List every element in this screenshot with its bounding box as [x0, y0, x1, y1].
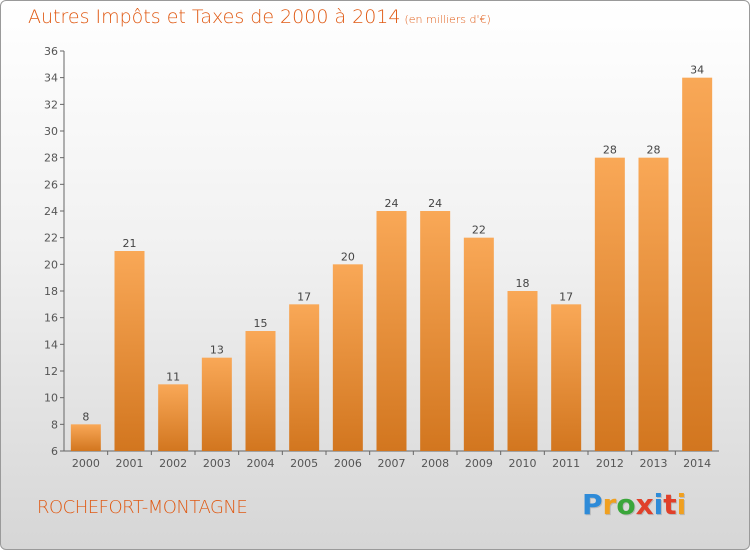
y-tick-label: 14 [44, 338, 58, 351]
bars-layer [70, 77, 713, 452]
y-tick-label: 10 [44, 392, 58, 405]
bar [158, 384, 189, 451]
bar [114, 251, 145, 451]
data-label: 22 [472, 224, 486, 237]
data-label: 21 [123, 237, 137, 250]
bar [420, 211, 451, 451]
y-tick-label: 16 [44, 312, 58, 325]
logo-letter: P [582, 488, 603, 521]
data-label: 24 [385, 197, 399, 210]
x-tick-label: 2002 [159, 457, 187, 470]
logo-letter: i [653, 488, 664, 521]
chart-title-text: Autres Impôts et Taxes de 2000 à 2014 [28, 6, 401, 28]
x-tick-label: 2004 [247, 457, 275, 470]
bar [245, 331, 276, 451]
x-axis: 2000 2001 2002 2003 2004 2005 2006 2007 2008 2009… [64, 450, 719, 470]
data-label: 15 [254, 317, 268, 330]
bar [551, 304, 582, 451]
bar [201, 357, 232, 451]
x-tick-label: 2003 [203, 457, 231, 470]
y-tick-label: 36 [44, 45, 58, 58]
chart-title: Autres Impôts et Taxes de 2000 à 2014 (en… [28, 6, 491, 28]
data-label: 17 [559, 290, 573, 303]
bar [638, 157, 669, 451]
x-tick-label: 2010 [509, 457, 537, 470]
y-tick-label: 32 [44, 98, 58, 111]
y-tick-label: 18 [44, 285, 58, 298]
data-label: 8 [82, 410, 89, 423]
y-tick-label: 34 [44, 72, 58, 85]
y-tick-label: 24 [44, 205, 58, 218]
data-label: 13 [210, 344, 224, 357]
data-labels-layer: 8 21 11 13 15 17 20 24 24 22 18 17 28 28 34 [82, 64, 704, 424]
data-label: 20 [341, 250, 355, 263]
x-tick-label: 2000 [72, 457, 100, 470]
x-tick-label: 2011 [552, 457, 580, 470]
x-tick-label: 2009 [465, 457, 493, 470]
y-tick-label: 26 [44, 178, 58, 191]
data-label: 11 [166, 370, 180, 383]
y-tick-label: 8 [51, 418, 58, 431]
y-tick-label: 6 [51, 445, 58, 458]
logo-letter: t [663, 488, 677, 521]
data-label: 34 [690, 64, 704, 77]
data-label: 18 [516, 277, 530, 290]
bar [376, 211, 407, 451]
bar [332, 264, 363, 451]
data-label: 24 [428, 197, 442, 210]
logo-letter: i [676, 488, 687, 521]
bar [682, 77, 713, 452]
bar [507, 291, 538, 451]
y-tick-label: 12 [44, 365, 58, 378]
x-tick-label: 2014 [683, 457, 711, 470]
logo-letter: x [635, 488, 654, 521]
y-axis: 6 8 10 12 14 16 18 20 22 24 26 28 30 32 34 36 [44, 45, 65, 458]
x-tick-label: 2012 [596, 457, 624, 470]
proxiti-logo[interactable]: Proxiti [582, 488, 686, 521]
bar [289, 304, 320, 451]
x-tick-label: 2013 [640, 457, 668, 470]
logo-letter: r [602, 488, 617, 521]
y-tick-label: 22 [44, 232, 58, 245]
data-label: 17 [297, 290, 311, 303]
y-tick-label: 28 [44, 152, 58, 165]
y-tick-label: 30 [44, 125, 58, 138]
x-tick-label: 2006 [334, 457, 362, 470]
data-label: 28 [647, 144, 661, 157]
bar [594, 157, 625, 451]
x-tick-label: 2007 [378, 457, 406, 470]
x-tick-label: 2005 [290, 457, 318, 470]
bar [70, 424, 101, 451]
commune-name: ROCHEFORT-MONTAGNE [37, 497, 248, 518]
chart-subtitle: (en milliers d'€) [404, 13, 491, 26]
y-tick-label: 20 [44, 258, 58, 271]
bar [463, 237, 494, 451]
data-label: 28 [603, 144, 617, 157]
logo-letter: o [616, 488, 636, 521]
x-tick-label: 2001 [116, 457, 144, 470]
x-tick-label: 2008 [421, 457, 449, 470]
